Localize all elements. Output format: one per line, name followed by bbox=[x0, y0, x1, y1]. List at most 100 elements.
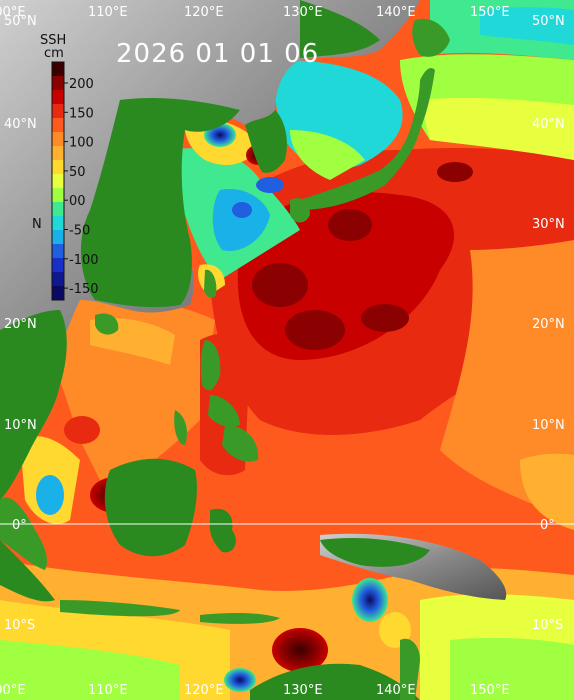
lon-label-top: 100°E bbox=[0, 5, 26, 20]
colorbar-segment bbox=[52, 272, 64, 287]
colorbar-tick-label: 200 bbox=[69, 77, 94, 92]
colorbar: SSH cm 200 150 100 50 00 -50 -100 -150 bbox=[40, 33, 99, 301]
colorbar-segment bbox=[52, 118, 64, 133]
lon-label-top: 150°E bbox=[470, 5, 510, 20]
map-title: 2026 01 01 06 bbox=[116, 39, 319, 69]
ecs-blue bbox=[212, 189, 270, 251]
sulawesi bbox=[209, 508, 236, 553]
colorbar-segment bbox=[52, 188, 64, 203]
colorbar-tick-label: 150 bbox=[69, 106, 94, 121]
lat-label-left: 20°N bbox=[4, 317, 37, 332]
lon-label-top: 140°E bbox=[376, 5, 416, 20]
lat-label-left: 10°N bbox=[4, 418, 37, 433]
warm-core-5 bbox=[437, 162, 473, 182]
luzon bbox=[200, 340, 221, 391]
colorbar-segment bbox=[52, 90, 64, 105]
australia-north bbox=[250, 663, 420, 700]
lat-label-left: 10°S bbox=[4, 618, 35, 633]
colorbar-title-ssh: SSH bbox=[40, 33, 66, 48]
colorbar-segment bbox=[52, 244, 64, 259]
mindanao bbox=[222, 425, 259, 462]
lat-label-left: 0° bbox=[12, 518, 27, 533]
warm-core-3 bbox=[361, 304, 409, 332]
hainan bbox=[95, 313, 119, 335]
indochina bbox=[0, 310, 67, 500]
arafura-low bbox=[352, 578, 388, 622]
lon-label-bottom: 100°E bbox=[0, 683, 26, 698]
ecs-low bbox=[232, 202, 252, 218]
china-vegetation bbox=[80, 98, 241, 308]
lon-label-top: 120°E bbox=[184, 5, 224, 20]
colorbar-tick-label: -100 bbox=[69, 253, 99, 268]
lat-label-right: 50°N bbox=[532, 14, 565, 29]
lon-label-bottom: 120°E bbox=[184, 683, 224, 698]
east-orange-band bbox=[440, 240, 574, 520]
malay-peninsula bbox=[0, 497, 47, 570]
new-guinea-veg bbox=[320, 538, 430, 567]
lat-label-right: 0° bbox=[540, 518, 555, 533]
japan-hokkaido bbox=[412, 18, 450, 57]
south-east-lime bbox=[450, 637, 574, 700]
palawan bbox=[174, 410, 187, 445]
colorbar-border bbox=[51, 61, 65, 301]
warm-core-2 bbox=[285, 310, 345, 350]
lon-label-bottom: 150°E bbox=[470, 683, 510, 698]
north-pacific-yellow bbox=[420, 97, 574, 160]
lat-label-right: 40°N bbox=[532, 117, 565, 132]
lon-label-top: 130°E bbox=[283, 5, 323, 20]
colorbar-segment bbox=[52, 76, 64, 91]
timor-eddy bbox=[272, 628, 328, 672]
china-vegetation-2 bbox=[300, 0, 380, 58]
colorbar-segment bbox=[52, 160, 64, 175]
south-green bbox=[0, 640, 180, 700]
korea bbox=[245, 110, 287, 173]
colorbar-segment bbox=[52, 258, 64, 273]
colorbar-tick-label: 50 bbox=[69, 165, 86, 180]
lon-label-bottom: 130°E bbox=[283, 683, 323, 698]
colorbar-segment bbox=[52, 286, 64, 301]
lon-label-top: 110°E bbox=[88, 5, 128, 20]
colorbar-tick-label: -50 bbox=[69, 224, 90, 239]
colorbar-segment bbox=[52, 202, 64, 217]
gulf-low bbox=[36, 475, 64, 515]
latitude-labels-right: 50°N 40°N 30°N 20°N 10°N 0° 10°S bbox=[532, 14, 565, 633]
lon-label-bottom: 140°E bbox=[376, 683, 416, 698]
latitude-labels-left: 50°N 40°N N 20°N 10°N 0° 10°S bbox=[4, 14, 42, 633]
lat-label-right: 30°N bbox=[532, 217, 565, 232]
warm-core-4 bbox=[328, 209, 372, 241]
east-yellow-patch bbox=[520, 453, 574, 530]
colorbar-title-unit: cm bbox=[44, 46, 64, 61]
colorbar-segment bbox=[52, 216, 64, 231]
colorbar-ticks: 200 150 100 50 00 -50 -100 -150 bbox=[64, 77, 99, 297]
colorbar-tick-label: -150 bbox=[69, 282, 99, 297]
banda-low bbox=[224, 668, 256, 692]
colorbar-segment bbox=[52, 62, 64, 77]
cape-york bbox=[400, 638, 420, 700]
colorbar-tick-label: 00 bbox=[69, 194, 86, 209]
java bbox=[60, 600, 180, 617]
visayas bbox=[208, 395, 240, 427]
lat-label-left-partial: N bbox=[32, 217, 42, 232]
longitude-labels-bottom: 100°E 110°E 120°E 130°E 140°E 150°E bbox=[0, 683, 510, 698]
tonkin-patch bbox=[64, 416, 100, 444]
colorbar-segment bbox=[52, 146, 64, 161]
lat-label-left: 50°N bbox=[4, 14, 37, 29]
soj-green bbox=[290, 130, 365, 180]
lon-label-bottom: 110°E bbox=[88, 683, 128, 698]
colorbar-segment bbox=[52, 104, 64, 119]
lat-label-right: 10°N bbox=[532, 418, 565, 433]
borneo bbox=[104, 458, 197, 557]
colorbar-segment bbox=[52, 174, 64, 189]
lat-label-right: 20°N bbox=[532, 317, 565, 332]
colorbar-gradient bbox=[51, 61, 65, 301]
japan-honshu bbox=[300, 68, 435, 210]
lat-label-left: 40°N bbox=[4, 117, 37, 132]
warm-core-1 bbox=[252, 263, 308, 307]
timor bbox=[200, 613, 280, 624]
longitude-labels-top: 100°E 110°E 120°E 130°E 140°E 150°E bbox=[0, 5, 510, 20]
taiwan bbox=[204, 269, 217, 298]
north-pacific-teal bbox=[480, 7, 574, 46]
lat-label-right: 10°S bbox=[532, 618, 563, 633]
jeju-low bbox=[256, 177, 284, 193]
